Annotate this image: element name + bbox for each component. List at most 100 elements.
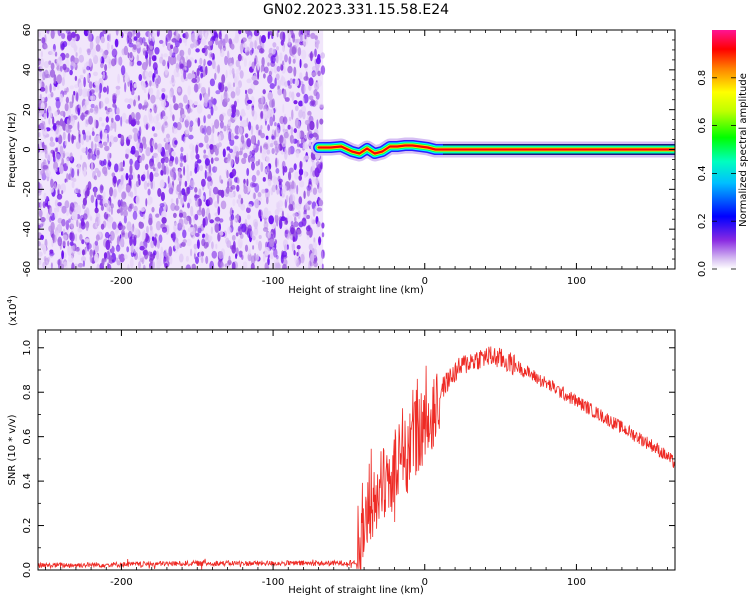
noise-speckle (127, 264, 130, 269)
noise-speckle (54, 111, 58, 117)
noise-speckle (161, 88, 166, 93)
noise-speckle (102, 141, 108, 146)
noise-speckle (182, 239, 187, 244)
noise-speckle (190, 43, 195, 49)
noise-speckle (38, 138, 42, 149)
noise-speckle (199, 165, 204, 172)
noise-speckle (99, 55, 102, 63)
noise-speckle (302, 38, 308, 46)
noise-speckle (156, 31, 160, 37)
noise-speckle (133, 36, 138, 41)
noise-speckle (232, 198, 236, 207)
colorbar: 0.0 0.2 0.4 0.6 0.8 Normalized spectral ampl… (697, 30, 749, 277)
noise-speckle (94, 244, 99, 253)
noise-speckle (163, 53, 168, 58)
noise-speckle (94, 207, 99, 214)
noise-speckle (57, 236, 63, 247)
noise-speckle (111, 252, 116, 263)
noise-speckle (203, 125, 207, 136)
noise-speckle (173, 46, 179, 55)
noise-speckle (306, 33, 311, 38)
noise-speckle (99, 143, 104, 149)
noise-speckle (189, 180, 195, 188)
noise-speckle (231, 168, 237, 177)
noise-speckle (159, 56, 164, 64)
noise-speckle (90, 95, 96, 101)
noise-speckle (266, 196, 269, 205)
noise-speckle (70, 232, 75, 242)
noise-speckle (228, 192, 235, 198)
noise-speckle (42, 201, 46, 209)
noise-speckle (258, 235, 262, 239)
noise-speckle (143, 99, 148, 106)
noise-speckle (59, 93, 64, 103)
noise-speckle (245, 30, 250, 35)
noise-speckle (123, 74, 126, 83)
noise-speckle (124, 82, 127, 93)
noise-speckle (125, 148, 131, 155)
noise-speckle (109, 126, 113, 131)
noise-speckle (77, 228, 83, 233)
noise-speckle (309, 261, 314, 267)
noise-speckle (159, 251, 165, 259)
noise-speckle (213, 105, 218, 111)
noise-speckle (260, 64, 263, 73)
noise-speckle (104, 64, 108, 72)
noise-speckle (61, 77, 65, 87)
noise-speckle (239, 70, 244, 79)
noise-speckle (316, 79, 322, 88)
colorbar-tick-label: 0.2 (697, 213, 708, 229)
noise-speckle (150, 180, 153, 189)
noise-speckle (100, 56, 105, 65)
noise-speckle (160, 191, 165, 202)
noise-speckle (89, 40, 94, 51)
noise-speckle (261, 35, 266, 44)
noise-speckle (104, 145, 110, 152)
noise-speckle (230, 132, 234, 141)
noise-speckle (156, 89, 160, 97)
noise-speckle (147, 195, 152, 206)
noise-speckle (288, 171, 292, 181)
noise-speckle (180, 146, 184, 153)
noise-speckle (79, 234, 83, 241)
noise-speckle (195, 198, 200, 208)
noise-speckle (88, 148, 94, 159)
noise-speckle (225, 186, 230, 194)
noise-speckle (177, 192, 181, 200)
noise-speckle (207, 45, 213, 51)
noise-speckle (288, 215, 293, 223)
noise-speckle (258, 48, 265, 54)
noise-speckle (231, 159, 235, 165)
noise-speckle (193, 101, 198, 106)
noise-speckle (135, 30, 141, 39)
noise-speckle (94, 143, 97, 150)
colorbar-tick-label: 0.6 (697, 118, 708, 134)
noise-speckle (315, 99, 318, 106)
noise-speckle (66, 173, 69, 183)
noise-speckle (83, 76, 86, 88)
noise-speckle (303, 76, 309, 81)
noise-speckle (267, 138, 271, 147)
noise-speckle (40, 50, 44, 58)
noise-speckle (150, 94, 156, 104)
noise-speckle (136, 246, 139, 253)
noise-speckle (305, 202, 309, 210)
noise-speckle (52, 116, 55, 125)
noise-speckle (279, 134, 284, 144)
noise-speckle (214, 72, 217, 80)
noise-speckle (231, 234, 236, 241)
noise-speckle (62, 41, 68, 48)
noise-speckle (281, 160, 286, 171)
noise-speckle (207, 86, 211, 98)
noise-speckle (174, 157, 177, 163)
noise-speckle (71, 168, 75, 178)
noise-speckle (217, 40, 223, 49)
noise-speckle (268, 70, 272, 76)
noise-speckle (65, 53, 70, 59)
noise-speckle (97, 217, 102, 226)
noise-speckle (86, 110, 90, 115)
noise-speckle (284, 229, 289, 234)
noise-speckle (224, 33, 229, 44)
noise-speckle (80, 256, 87, 262)
noise-speckle (172, 95, 176, 104)
